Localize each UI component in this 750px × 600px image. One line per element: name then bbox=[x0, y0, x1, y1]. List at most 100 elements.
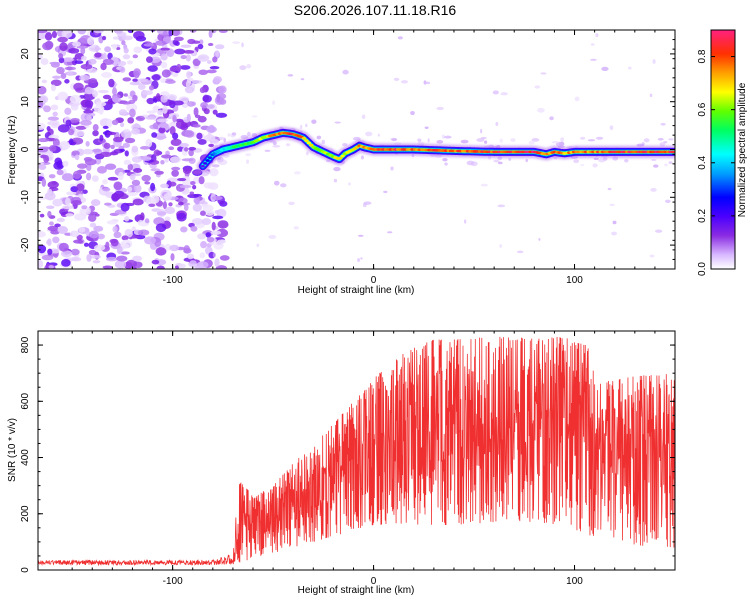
speckle bbox=[499, 244, 503, 248]
x-tick-label: 100 bbox=[566, 275, 583, 286]
noise-blob bbox=[171, 166, 181, 171]
spectrogram-x-label: Height of straight line (km) bbox=[298, 285, 415, 296]
noise-blob bbox=[159, 122, 169, 129]
ridge-cell bbox=[306, 141, 312, 145]
noise-blob bbox=[216, 228, 229, 238]
noise-blob bbox=[95, 101, 107, 107]
noise-blob bbox=[157, 109, 164, 116]
noise-blob bbox=[102, 265, 113, 269]
speckle bbox=[272, 144, 281, 148]
speckle bbox=[444, 162, 448, 166]
noise-blob bbox=[198, 176, 205, 185]
noise-blob bbox=[169, 244, 180, 252]
speckle bbox=[627, 66, 632, 70]
noise-blob bbox=[171, 169, 179, 177]
speckle bbox=[497, 161, 503, 165]
noise-blob bbox=[52, 138, 60, 148]
noise-blob bbox=[101, 72, 113, 78]
noise-blob bbox=[129, 81, 142, 86]
noise-blob bbox=[75, 125, 87, 130]
speckle bbox=[590, 58, 597, 61]
noise-blob bbox=[182, 167, 192, 174]
noise-blob bbox=[193, 107, 199, 117]
noise-blob bbox=[68, 138, 74, 146]
noise-blob bbox=[116, 255, 128, 262]
noise-blob bbox=[168, 146, 175, 151]
noise-blob bbox=[191, 79, 203, 84]
speckle bbox=[227, 133, 231, 137]
noise-blob bbox=[151, 132, 158, 138]
noise-blob bbox=[161, 69, 171, 78]
noise-blob bbox=[74, 154, 80, 161]
speckle bbox=[497, 204, 506, 208]
speckle bbox=[580, 136, 586, 140]
speckle bbox=[660, 122, 666, 126]
noise-blob bbox=[124, 137, 136, 144]
noise-blob bbox=[102, 187, 111, 192]
noise-blob bbox=[158, 127, 166, 134]
noise-blob bbox=[60, 250, 73, 258]
noise-blob bbox=[38, 137, 50, 143]
speckle bbox=[538, 237, 541, 241]
noise-blob bbox=[93, 30, 104, 34]
noise-blob bbox=[94, 52, 102, 58]
noise-blob bbox=[192, 184, 197, 190]
noise-blob bbox=[67, 71, 73, 77]
noise-blob bbox=[47, 188, 53, 195]
noise-blob bbox=[144, 218, 150, 224]
noise-blob bbox=[118, 171, 124, 181]
noise-blob bbox=[112, 87, 118, 96]
noise-blob bbox=[150, 182, 156, 192]
speckle bbox=[273, 180, 280, 186]
noise-blob bbox=[92, 148, 102, 153]
noise-blob bbox=[145, 138, 153, 148]
noise-blob bbox=[62, 205, 74, 210]
noise-blob bbox=[89, 222, 97, 228]
snr-y-label: SNR (10 * v/v) bbox=[7, 418, 18, 482]
speckle bbox=[534, 85, 541, 89]
noise-blob bbox=[206, 69, 217, 74]
noise-blob bbox=[187, 193, 200, 199]
noise-blob bbox=[204, 134, 216, 142]
y-tick-label: 0 bbox=[20, 146, 31, 152]
noise-blob bbox=[216, 239, 226, 244]
ridge-cell bbox=[338, 156, 343, 160]
noise-blob bbox=[72, 170, 82, 180]
noise-blob bbox=[124, 228, 133, 238]
noise-blob bbox=[38, 85, 47, 95]
noise-blob bbox=[78, 226, 86, 233]
colorbar-tick-label: 0.4 bbox=[697, 155, 708, 169]
speckle bbox=[316, 135, 322, 140]
noise-blob bbox=[132, 54, 139, 59]
noise-blob bbox=[209, 168, 219, 177]
noise-blob bbox=[70, 248, 80, 256]
colorbar-tick-label: 0.0 bbox=[697, 262, 708, 276]
noise-blob bbox=[57, 36, 68, 43]
speckle bbox=[659, 142, 666, 147]
noise-blob bbox=[104, 46, 112, 53]
noise-blob bbox=[131, 128, 141, 135]
noise-blob bbox=[149, 164, 158, 169]
speckle bbox=[560, 137, 565, 142]
x-tick-label: 100 bbox=[566, 576, 583, 587]
noise-blob bbox=[131, 145, 139, 153]
noise-blob bbox=[85, 141, 90, 147]
noise-blob bbox=[180, 44, 192, 48]
speckle bbox=[393, 77, 400, 82]
speckle bbox=[387, 231, 393, 234]
colorbar-tick-label: 0.6 bbox=[697, 102, 708, 116]
speckle bbox=[245, 153, 252, 157]
speckle bbox=[300, 78, 305, 81]
noise-blob bbox=[196, 132, 203, 140]
noise-blob bbox=[73, 82, 84, 91]
noise-blob bbox=[58, 53, 64, 59]
speckle bbox=[377, 133, 380, 137]
noise-blob bbox=[74, 213, 87, 221]
noise-blob bbox=[218, 98, 227, 105]
noise-blob bbox=[114, 260, 127, 269]
noise-blob bbox=[102, 179, 108, 185]
noise-blob bbox=[88, 230, 100, 239]
noise-blob bbox=[145, 197, 157, 206]
speckle bbox=[333, 166, 341, 172]
speckle bbox=[287, 74, 294, 77]
